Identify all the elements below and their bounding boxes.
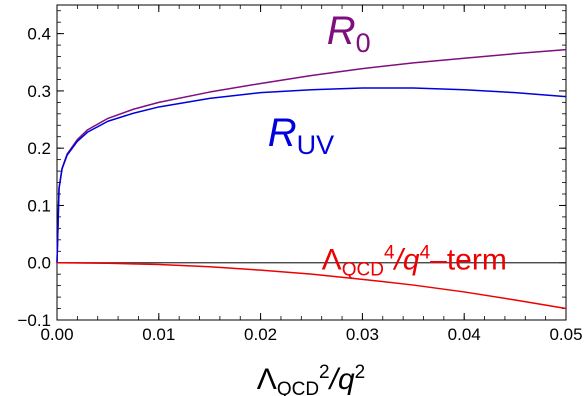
x-axis-label-sup2: 2 [355, 362, 366, 383]
series-label-sup2: 4 [420, 243, 431, 264]
x-tick-label: 0.00 [40, 325, 73, 344]
series-line-2 [56, 261, 567, 310]
x-tick-label: 0.04 [448, 325, 481, 344]
x-tick-label: 0.05 [549, 325, 582, 344]
series-label-tail: –term [430, 244, 507, 277]
series-label-sup1: 4 [384, 243, 395, 264]
x-axis-label-mid: /q [328, 363, 355, 396]
y-tick-label: 0.2 [27, 139, 51, 158]
x-axis-label-sup1: 2 [319, 362, 330, 383]
axis-ticks [56, 5, 567, 321]
series-label-0: R0 [327, 9, 371, 58]
series-label-main: R [268, 111, 297, 155]
x-tick-label: 0.03 [346, 325, 379, 344]
series-label-1: RUV [268, 111, 334, 160]
x-axis-label: ΛQCD2/q2 [257, 362, 365, 396]
tick-labels: 0.00 0.01 0.02 0.03 0.04 0.05 −0.1 0.0 0.1 0.2 0.3… [17, 25, 582, 344]
x-tick-label: 0.02 [244, 325, 277, 344]
y-tick-label: 0.4 [27, 25, 51, 44]
plot-frame [56, 4, 567, 321]
y-tick-label: 0.3 [27, 82, 51, 101]
series-label-sub: UV [297, 130, 335, 160]
series-label-2: ΛQCD4/q4–term [322, 243, 507, 281]
x-tick-label: 0.01 [142, 325, 175, 344]
x-axis-label-sub: QCD [277, 379, 319, 396]
y-tick-label: 0.0 [27, 254, 51, 273]
series-label-main: R [327, 9, 356, 53]
x-axis-label-symbol: Λ [257, 363, 277, 396]
series-label-symbol: Λ [322, 244, 342, 277]
series-label-sub: 0 [356, 28, 371, 58]
y-tick-label: 0.1 [27, 196, 51, 215]
series-lines [56, 48, 567, 310]
y-tick-label: −0.1 [17, 311, 51, 330]
series-line-1 [56, 87, 567, 263]
series-label-sub: QCD [342, 260, 384, 281]
series-label-mid: /q [393, 244, 420, 277]
